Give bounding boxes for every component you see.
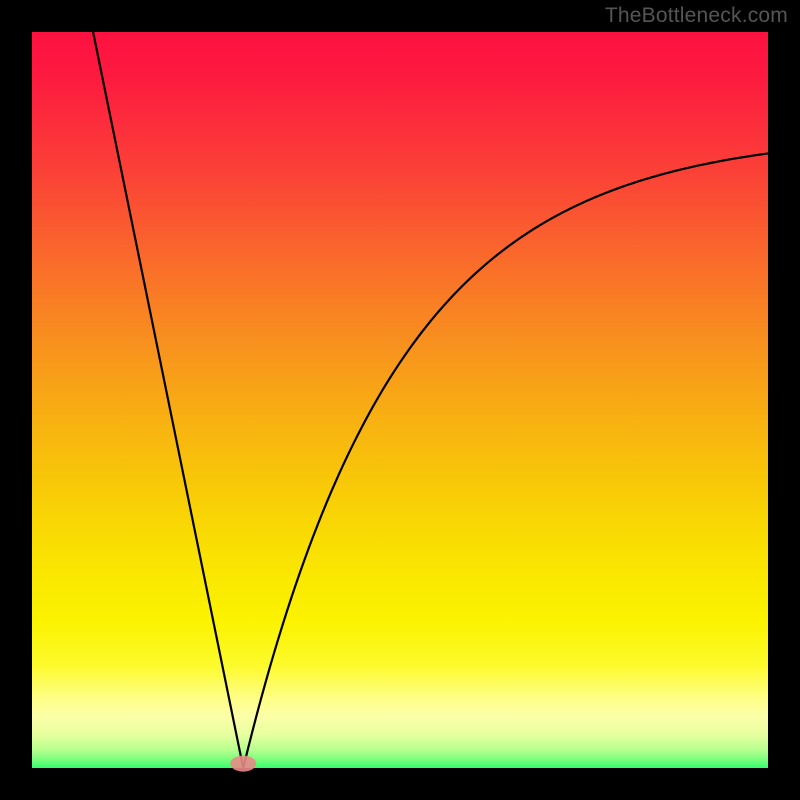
chart-container: { "watermark": { "text": "TheBottleneck.… <box>0 0 800 800</box>
min-marker <box>230 756 256 772</box>
plot-background <box>32 32 768 768</box>
watermark-text: TheBottleneck.com <box>605 4 788 28</box>
bottleneck-chart <box>0 0 800 800</box>
